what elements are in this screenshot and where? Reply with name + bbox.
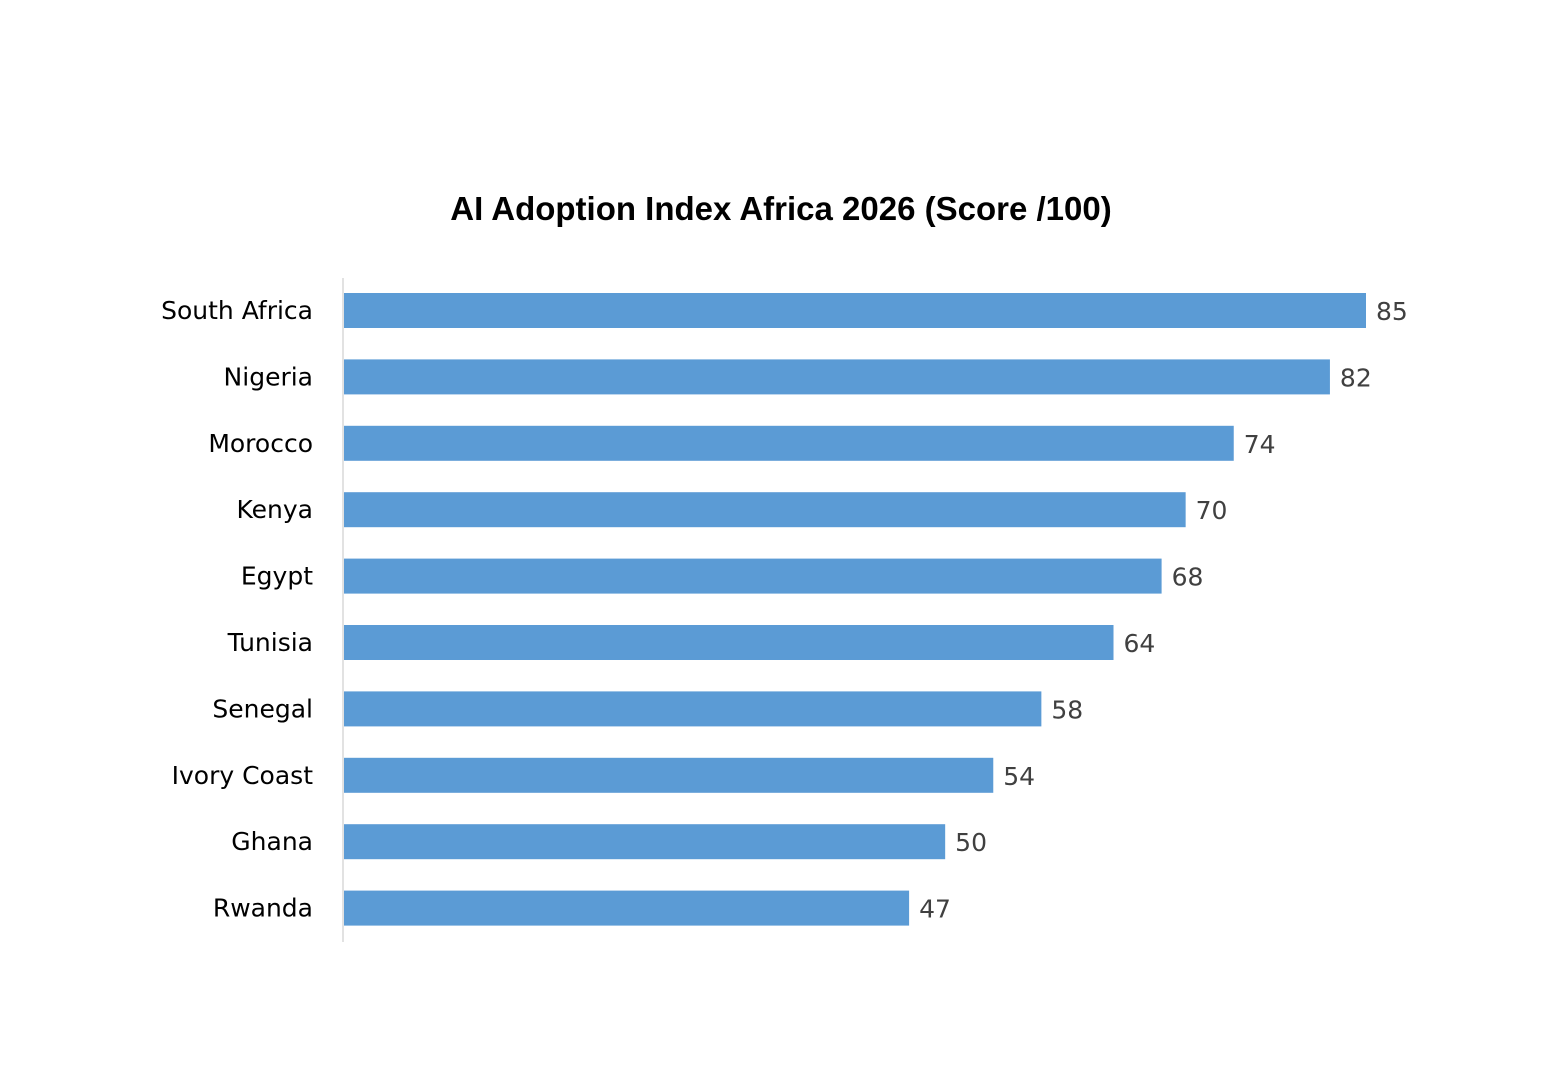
category-label: Morocco <box>208 429 313 458</box>
chart-title: AI Adoption Index Africa 2026 (Score /10… <box>450 190 1112 227</box>
category-labels-group: South Africa Nigeria Morocco Kenya Egypt Tuni… <box>161 296 313 923</box>
data-label: 82 <box>1340 363 1372 392</box>
category-label: Ivory Coast <box>172 761 314 790</box>
bar-kenya <box>344 492 1186 528</box>
bar-senegal <box>344 691 1042 727</box>
category-label: Egypt <box>241 562 313 591</box>
bar-south-africa <box>344 293 1366 328</box>
bar-ghana <box>344 824 946 860</box>
bar-nigeria <box>344 359 1330 395</box>
bars-group <box>344 293 1366 926</box>
data-label: 54 <box>1003 762 1035 791</box>
data-label: 64 <box>1124 629 1156 658</box>
category-label: Ghana <box>231 827 313 856</box>
data-label: 70 <box>1196 496 1228 525</box>
category-label: Kenya <box>237 495 314 524</box>
category-label: South Africa <box>161 296 313 325</box>
data-label: 74 <box>1244 430 1276 459</box>
bar-tunisia <box>344 625 1114 660</box>
category-label: Tunisia <box>227 628 313 657</box>
bar-egypt <box>344 558 1162 594</box>
data-labels-group: 85 82 74 70 68 64 58 54 50 47 <box>919 297 1408 924</box>
data-label: 50 <box>955 828 987 857</box>
category-label: Rwanda <box>213 894 313 923</box>
bar-morocco <box>344 425 1234 461</box>
data-label: 68 <box>1172 563 1204 592</box>
bar-ivory-coast <box>344 757 994 793</box>
category-label: Nigeria <box>224 362 313 391</box>
data-label: 58 <box>1051 695 1083 724</box>
bar-rwanda <box>344 890 910 926</box>
data-label: 47 <box>919 895 951 924</box>
data-label: 85 <box>1376 297 1408 326</box>
category-label: Senegal <box>212 694 313 723</box>
